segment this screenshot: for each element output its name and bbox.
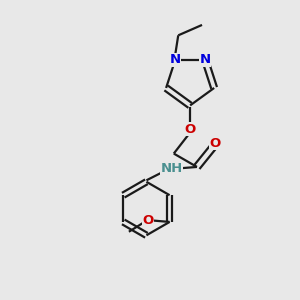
Text: O: O bbox=[209, 137, 220, 150]
Text: NH: NH bbox=[160, 162, 183, 175]
Text: N: N bbox=[170, 53, 181, 66]
Text: N: N bbox=[200, 53, 211, 66]
Text: O: O bbox=[184, 123, 196, 136]
Text: O: O bbox=[142, 214, 154, 227]
